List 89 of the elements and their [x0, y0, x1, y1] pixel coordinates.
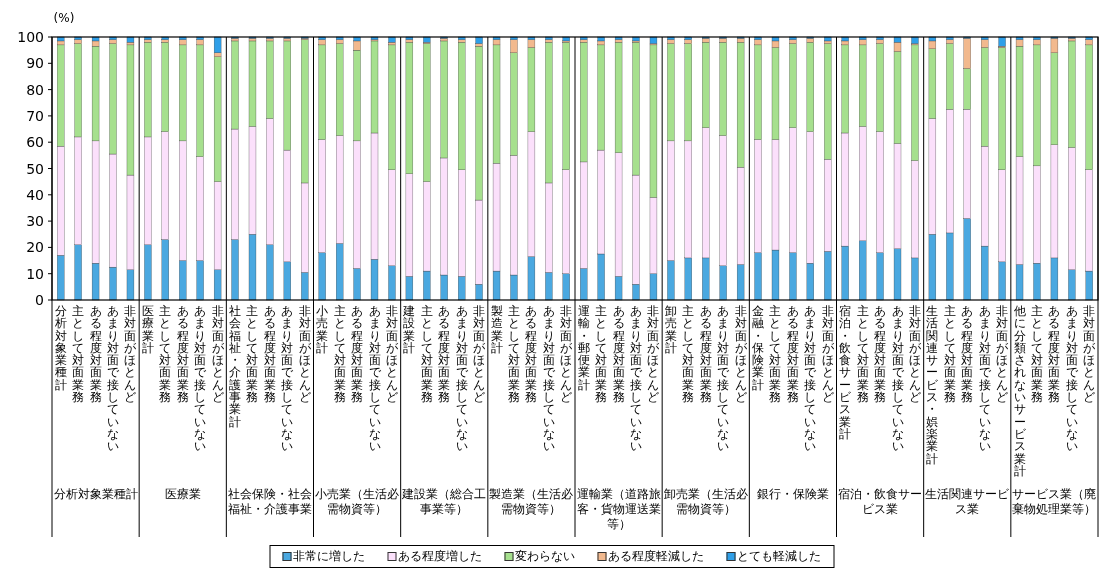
text: 生活関連サービス業 — [924, 487, 1010, 517]
text: 社会保険・社会福祉・介護事業 — [227, 487, 313, 517]
x-tick-label: 非対面がほとんど — [298, 304, 312, 405]
text: 卸売業（生活必需物資等） — [663, 487, 749, 517]
x-tick-label: ある程度対面業務 — [437, 304, 451, 405]
x-tick-label: ある程度対面業務 — [699, 304, 713, 405]
x-tick-label: 主として対面業務 — [1030, 304, 1044, 405]
y-tick-label: 60 — [26, 134, 44, 151]
x-tick-label: 主として対面業務 — [333, 304, 347, 405]
y-tick-label: 30 — [26, 213, 44, 230]
x-tick-label: 非対面がほとんど — [385, 304, 399, 405]
legend-label: ある程度増した — [398, 549, 482, 564]
x-tick-label: ある程度対面業務 — [89, 304, 103, 405]
category-label: 生活関連サービス・娯楽業計 — [926, 304, 939, 466]
y-tick-label: 90 — [26, 55, 44, 72]
category-label: あまり対面で接していない — [107, 304, 120, 454]
x-tick-label: 主として対面業務 — [158, 304, 172, 405]
x-tick-label: ある程度対面業務 — [786, 304, 800, 405]
y-tick-label: 100 — [17, 29, 44, 45]
y-tick-label: 10 — [26, 265, 44, 282]
x-tick-label: 非対面がほとんど — [646, 304, 660, 405]
x-tick-label: 医療業計 — [141, 304, 155, 355]
text: 分析対象業種計 — [53, 487, 139, 502]
category-label: あまり対面で接していない — [455, 304, 468, 454]
category-label: あまり対面で接していない — [194, 304, 207, 454]
text: 宿泊・飲食サービス業 — [837, 487, 923, 517]
x-tick-label: ある程度対面業務 — [263, 304, 277, 405]
x-tick-label: 製造業計 — [490, 304, 504, 355]
x-tick-label: ある程度対面業務 — [350, 304, 364, 405]
y-tick-label: 20 — [26, 239, 44, 256]
x-tick-label: 金融・保険業計 — [751, 304, 765, 392]
x-tick-label: 主として対面業務 — [71, 304, 85, 405]
legend-label: ある程度軽減した — [608, 549, 704, 564]
x-tick-label: 非対面がほとんど — [995, 304, 1009, 405]
x-tick-label: 主として対面業務 — [245, 304, 259, 405]
x-tick-label: ある程度対面業務 — [524, 304, 538, 405]
x-tick-label: ある程度対面業務 — [873, 304, 887, 405]
category-label: あまり対面で接していない — [542, 304, 555, 454]
category-label: あまり対面で接していない — [978, 304, 991, 454]
category-label: あまり対面で接していない — [281, 304, 294, 454]
text: 建設業（総合工事業等） — [401, 487, 487, 517]
x-tick-label: 非対面がほとんど — [734, 304, 748, 405]
category-label: あまり対面で接していない — [891, 304, 904, 454]
category-label: あまり対面で接していない — [630, 304, 643, 454]
x-tick-label: 主として対面業務 — [420, 304, 434, 405]
x-tick-label: 卸売業計 — [664, 304, 678, 355]
x-tick-label: 主として対面業務 — [507, 304, 521, 405]
x-tick-label: ある程度対面業務 — [612, 304, 626, 405]
x-tick-label: 分析対象業種計 — [54, 304, 68, 392]
text: 運輸業（道路旅客・貨物運送業等） — [576, 487, 662, 532]
y-tick-label: 40 — [26, 186, 44, 203]
legend-label: 非常に増した — [293, 549, 365, 564]
x-tick-label: 小売業計 — [315, 304, 329, 355]
x-tick-label: 非対面がほとんど — [1082, 304, 1096, 405]
x-tick-label: 非対面がほとんど — [211, 304, 225, 405]
y-tick-label: 80 — [26, 81, 44, 98]
category-label: あまり対面で接していない — [1065, 304, 1078, 454]
legend-label: とても軽減した — [737, 549, 821, 564]
x-tick-label: ある程度対面業務 — [176, 304, 190, 405]
x-tick-label: 主として対面業務 — [856, 304, 870, 405]
text: 銀行・保険業 — [755, 487, 830, 502]
x-tick-label: 非対面がほとんど — [559, 304, 573, 405]
y-tick-label: 50 — [26, 160, 44, 177]
x-tick-label: ある程度対面業務 — [960, 304, 974, 405]
x-tick-label: 非対面がほとんど — [472, 304, 486, 405]
x-tick-label: 非対面がほとんど — [908, 304, 922, 405]
y-axis-title: (%) — [53, 11, 75, 25]
x-tick-label: 主として対面業務 — [768, 304, 782, 405]
category-label: あまり対面で接していない — [804, 304, 817, 454]
x-tick-label: 主として対面業務 — [681, 304, 695, 405]
category-label: 他に分類されないサービス業計 — [1013, 304, 1026, 478]
category-label: あまり対面で接していない — [368, 304, 381, 454]
y-tick-label: 70 — [26, 107, 44, 124]
text: サービス業（廃棄物処理業等） — [1011, 487, 1097, 517]
text: 医療業 — [163, 487, 202, 502]
category-label: あまり対面で接していない — [717, 304, 730, 454]
y-tick-label: 0 — [35, 292, 44, 308]
x-tick-label: ある程度対面業務 — [1047, 304, 1061, 405]
text: 製造業（生活必需物資等） — [488, 487, 574, 517]
x-tick-label: 運輸・郵便業計 — [577, 304, 591, 392]
legend-label: 変わらない — [515, 549, 575, 564]
x-tick-label: 非対面がほとんど — [123, 304, 137, 405]
x-tick-label: 建設業計 — [402, 304, 416, 355]
x-tick-label: 主として対面業務 — [943, 304, 957, 405]
category-label: 宿泊・飲食サービス業計 — [839, 304, 852, 441]
category-label: 社会福祉・介護事業計 — [229, 304, 242, 429]
x-tick-label: 主として対面業務 — [594, 304, 608, 405]
x-tick-label: 非対面がほとんど — [821, 304, 835, 405]
text: 小売業（生活必需物資等） — [314, 487, 400, 517]
